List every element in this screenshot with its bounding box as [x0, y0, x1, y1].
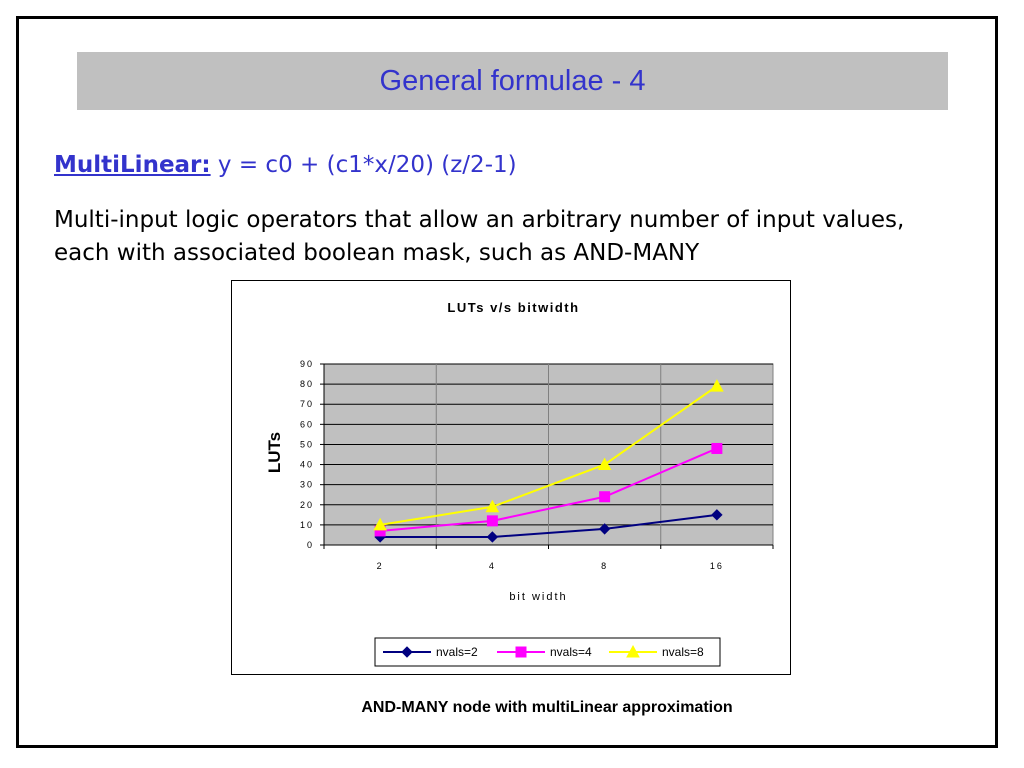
y-tick-label: 20	[300, 500, 314, 510]
y-tick-label: 40	[300, 460, 314, 470]
chart-caption: AND-MANY node with multiLinear approxima…	[361, 699, 733, 716]
series-line-nvals-8	[379, 385, 718, 526]
y-tick-label: 60	[300, 419, 314, 429]
x-tick-label: 8	[601, 561, 608, 571]
chart-title: LUTs v/s bitwidth	[447, 300, 579, 315]
data-point	[486, 531, 499, 543]
line-chart: LUTs v/s bitwidth 0 10 20 30 40 50 60 70 80 90 2 4 8 1…	[265, 300, 774, 667]
chart-container: LUTs v/s bitwidth 0 10 20 30 40 50 60 70 80 90 2 4 8 1…	[231, 280, 791, 675]
legend-marker	[515, 646, 527, 658]
data-point	[485, 499, 500, 513]
legend-label: nvals=2	[436, 645, 478, 659]
x-tick-label: 4	[489, 561, 496, 571]
slide-title: General formulae - 4	[379, 65, 646, 97]
data-point	[597, 457, 612, 471]
y-tick-label: 30	[300, 480, 314, 490]
data-point	[373, 517, 387, 531]
legend-box	[374, 637, 721, 667]
formula-text: y = c0 + (c1*x/20) (z/2-1)	[210, 152, 517, 178]
y-tick-label: 70	[300, 399, 314, 409]
series-line-nvals-4	[380, 447, 718, 532]
x-tick-label: 2	[377, 561, 384, 571]
y-tick-label: 10	[300, 520, 314, 530]
y-axis-label: LUTs	[265, 432, 284, 473]
data-point	[711, 509, 723, 521]
y-tick-label: 50	[300, 439, 314, 449]
formula-line: MultiLinear: y = c0 + (c1*x/20) (z/2-1)	[54, 152, 517, 178]
x-tick-label: 16	[710, 561, 724, 571]
description-text: Multi-input logic operators that allow a…	[54, 207, 905, 266]
y-tick-label: 90	[300, 359, 314, 369]
data-point	[710, 379, 724, 392]
y-tick-label: 80	[300, 379, 314, 389]
legend-label: nvals=4	[550, 645, 592, 659]
data-point	[598, 523, 611, 535]
legend-marker	[401, 646, 413, 658]
formula-label: MultiLinear:	[54, 152, 211, 178]
series-line-nvals-2	[380, 513, 717, 538]
x-axis-label: bit width	[509, 591, 567, 603]
title-bar: General formulae - 4	[77, 52, 948, 110]
legend-label: nvals=8	[662, 645, 704, 659]
data-point	[486, 515, 498, 527]
data-point	[599, 491, 611, 503]
y-tick-label: 0	[307, 540, 314, 550]
legend-marker	[626, 644, 640, 658]
data-point	[711, 442, 723, 454]
